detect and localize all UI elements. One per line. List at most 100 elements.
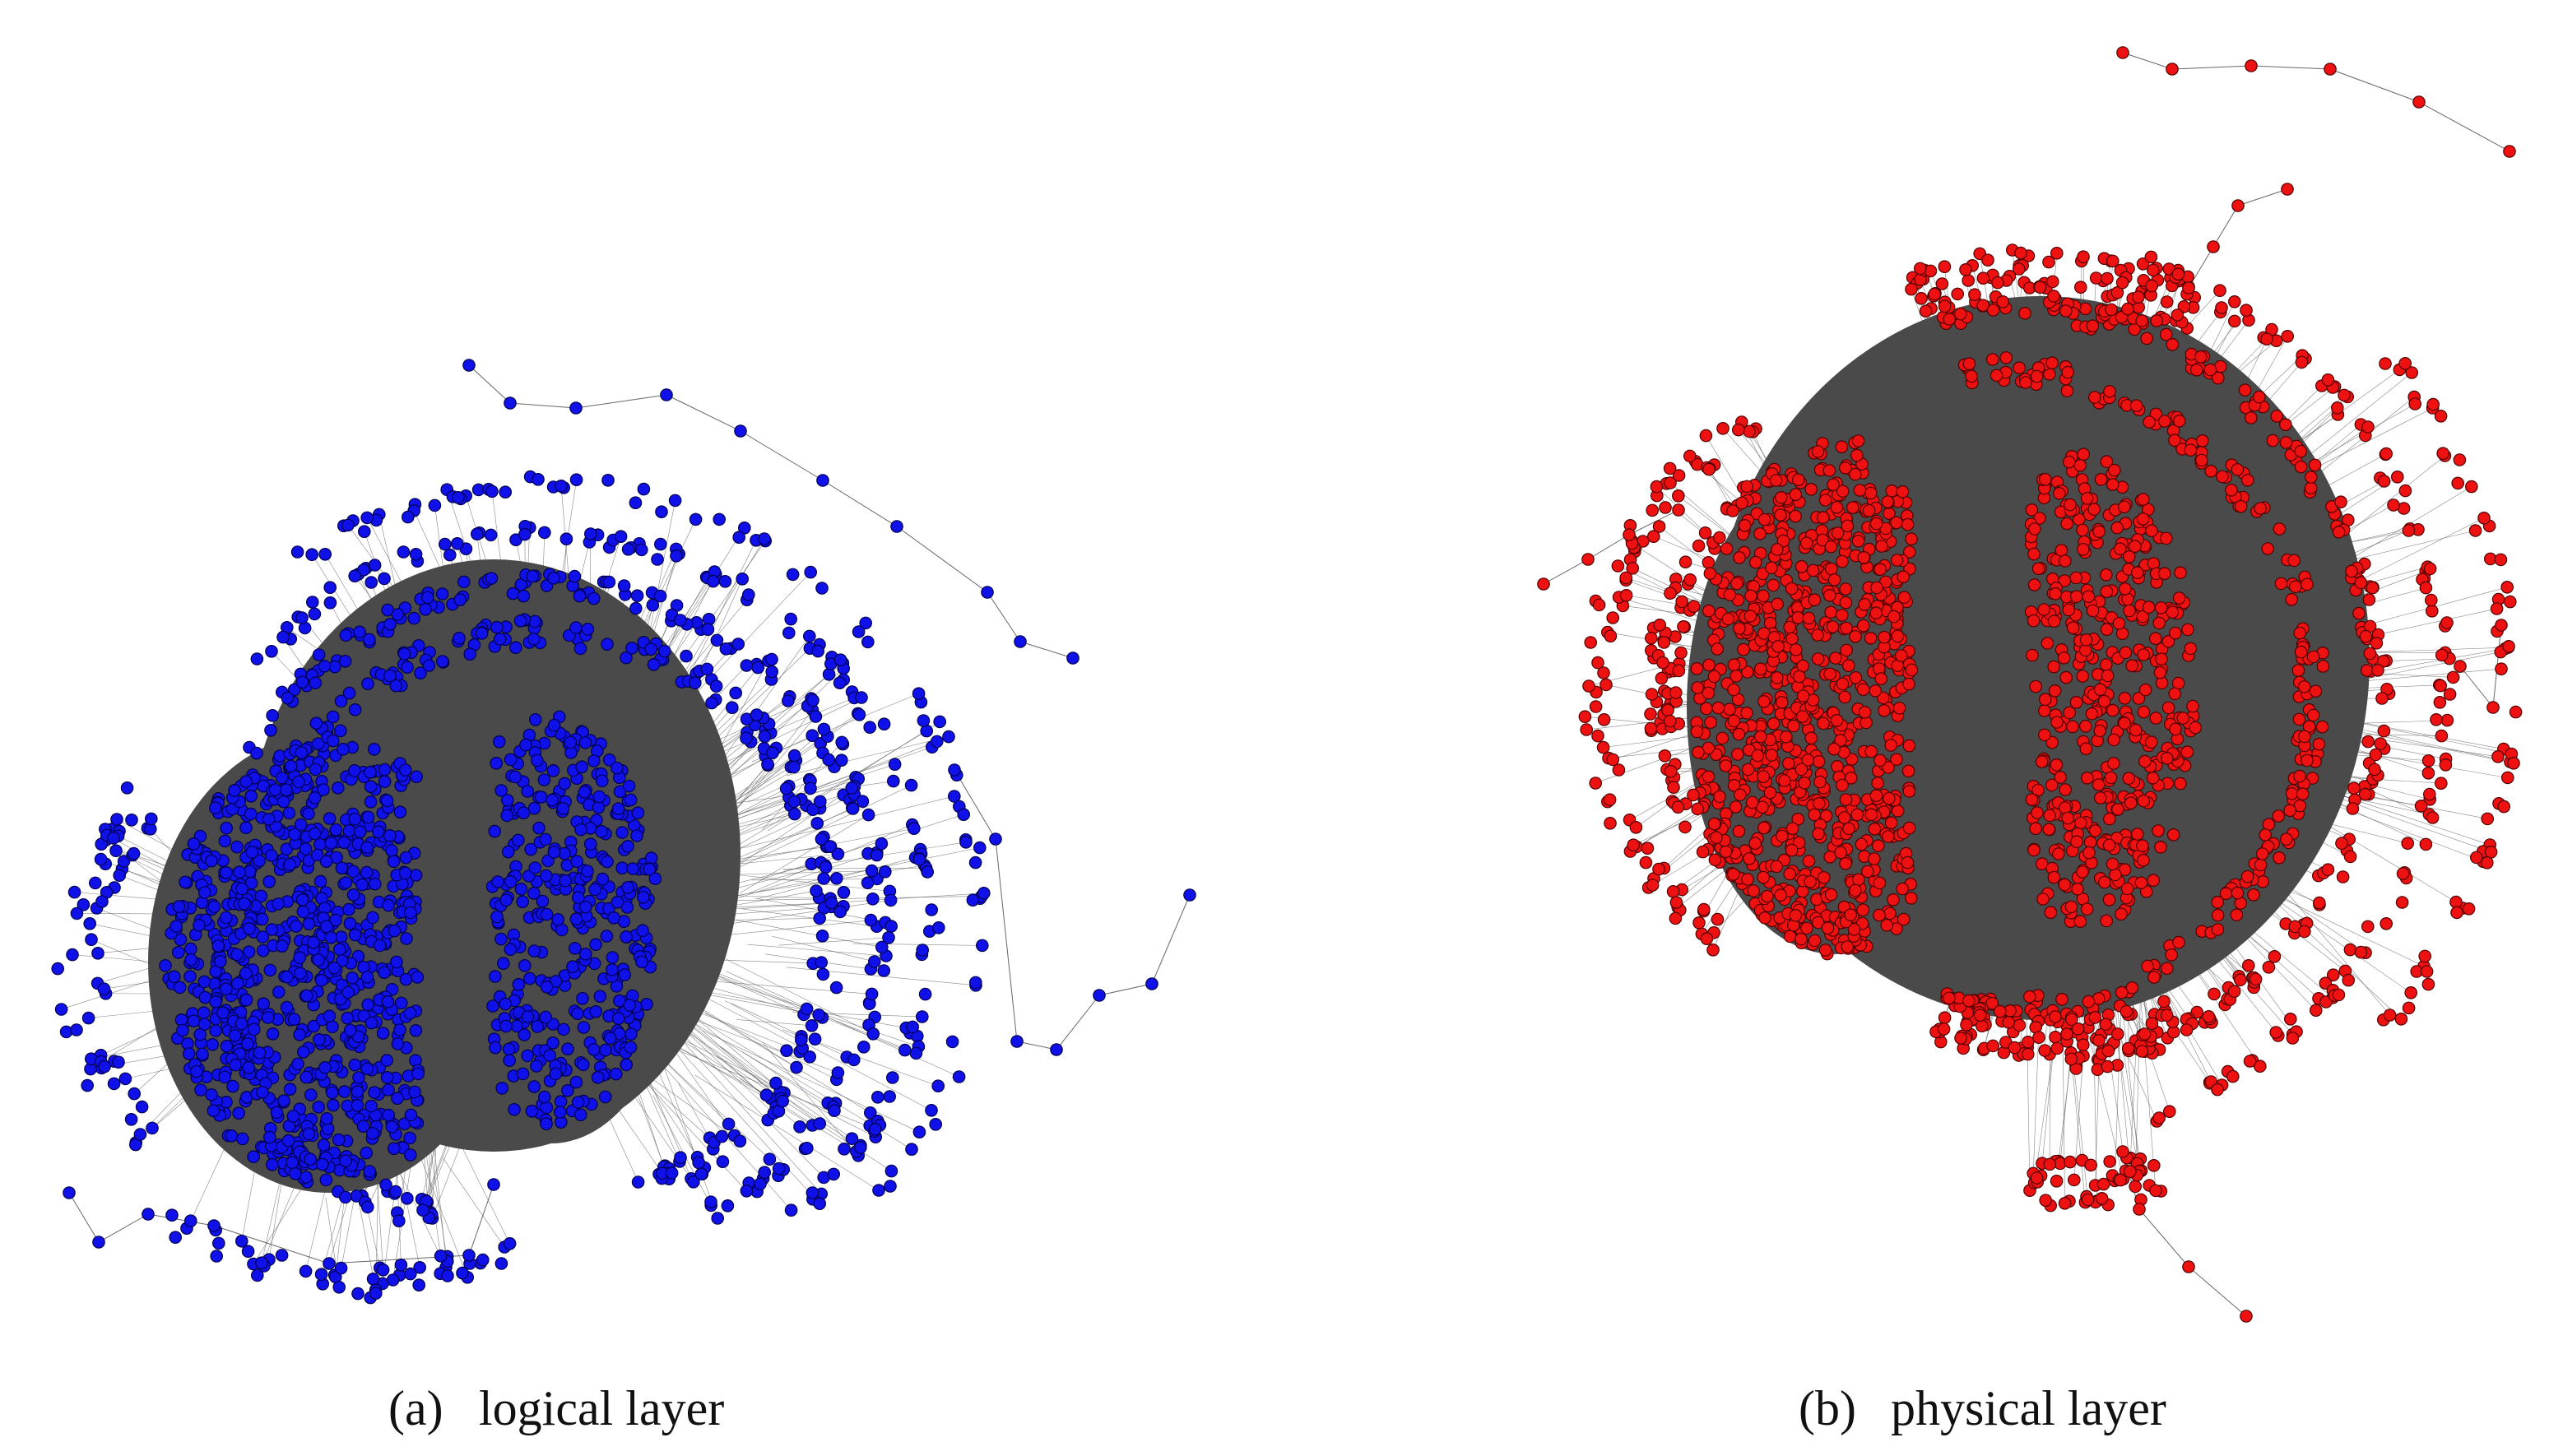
edge (652, 1095, 712, 1206)
node (318, 547, 332, 561)
node (293, 951, 306, 964)
node (244, 789, 258, 803)
node (228, 1029, 242, 1042)
node (1851, 534, 1865, 548)
node (508, 770, 522, 784)
node (2100, 623, 2114, 636)
node (539, 869, 553, 883)
node (518, 1028, 531, 1041)
node (1767, 716, 1781, 730)
node (786, 568, 800, 582)
node (357, 525, 371, 538)
node (847, 1053, 861, 1067)
node (665, 1166, 679, 1180)
edge (1628, 509, 1679, 536)
node (1902, 739, 1916, 753)
node (403, 1006, 417, 1020)
node (504, 753, 518, 767)
edge (376, 1171, 383, 1270)
node (422, 659, 436, 672)
node (338, 654, 352, 668)
node (70, 907, 84, 920)
node (220, 821, 233, 835)
node (884, 1180, 897, 1193)
node (575, 760, 588, 773)
edge (740, 430, 824, 481)
edge (1056, 995, 1100, 1050)
node (829, 981, 843, 995)
node (592, 790, 606, 804)
node (804, 565, 817, 579)
node (1757, 512, 1771, 526)
node (494, 784, 508, 797)
node (428, 498, 442, 512)
node (239, 993, 253, 1007)
node (282, 806, 296, 820)
node (209, 1024, 223, 1037)
node (618, 968, 631, 981)
node (813, 1117, 826, 1130)
node (250, 1268, 264, 1282)
node (272, 985, 286, 999)
node (242, 1061, 255, 1074)
node (317, 1138, 331, 1152)
edge (741, 893, 984, 909)
node (1878, 703, 1891, 717)
node (886, 1071, 899, 1084)
node (304, 1152, 317, 1166)
node (390, 955, 403, 969)
node (239, 775, 253, 788)
node (205, 854, 218, 868)
node (1754, 662, 1767, 675)
node (787, 760, 801, 774)
node (360, 1062, 374, 1075)
node (647, 657, 661, 671)
node (83, 917, 96, 930)
node (631, 1175, 645, 1189)
node (290, 920, 303, 933)
node (1751, 749, 1764, 763)
node (711, 1212, 724, 1225)
node (942, 730, 955, 744)
node (1882, 830, 1895, 843)
node (1702, 658, 1716, 672)
node (561, 1084, 574, 1097)
node (569, 912, 583, 925)
node (1824, 540, 1838, 554)
node (292, 775, 305, 789)
node (1897, 591, 1911, 604)
node (884, 1164, 898, 1178)
node (234, 1235, 248, 1248)
node (518, 959, 532, 972)
edge-mass (1711, 296, 2370, 1020)
node (904, 778, 918, 792)
node (355, 878, 369, 892)
node (1861, 865, 1874, 879)
node (410, 770, 423, 783)
node (499, 893, 513, 907)
node (265, 1158, 279, 1171)
node (834, 754, 848, 767)
edge (1587, 534, 1630, 560)
node (453, 593, 467, 606)
node (1873, 563, 1887, 576)
node (1808, 934, 1822, 948)
node (1763, 786, 1777, 800)
edge (717, 852, 877, 906)
node (211, 1236, 225, 1250)
node (861, 876, 875, 889)
node (409, 1024, 423, 1037)
node (380, 1054, 393, 1067)
node (809, 710, 823, 723)
node (302, 1127, 315, 1141)
node (1905, 663, 1919, 677)
edge (666, 394, 741, 432)
node (1753, 526, 1767, 540)
edge (758, 814, 964, 881)
node (1747, 884, 1760, 897)
node (493, 633, 507, 646)
node (1871, 777, 1884, 790)
node (1862, 503, 1876, 517)
node (611, 896, 624, 909)
node (524, 842, 537, 856)
